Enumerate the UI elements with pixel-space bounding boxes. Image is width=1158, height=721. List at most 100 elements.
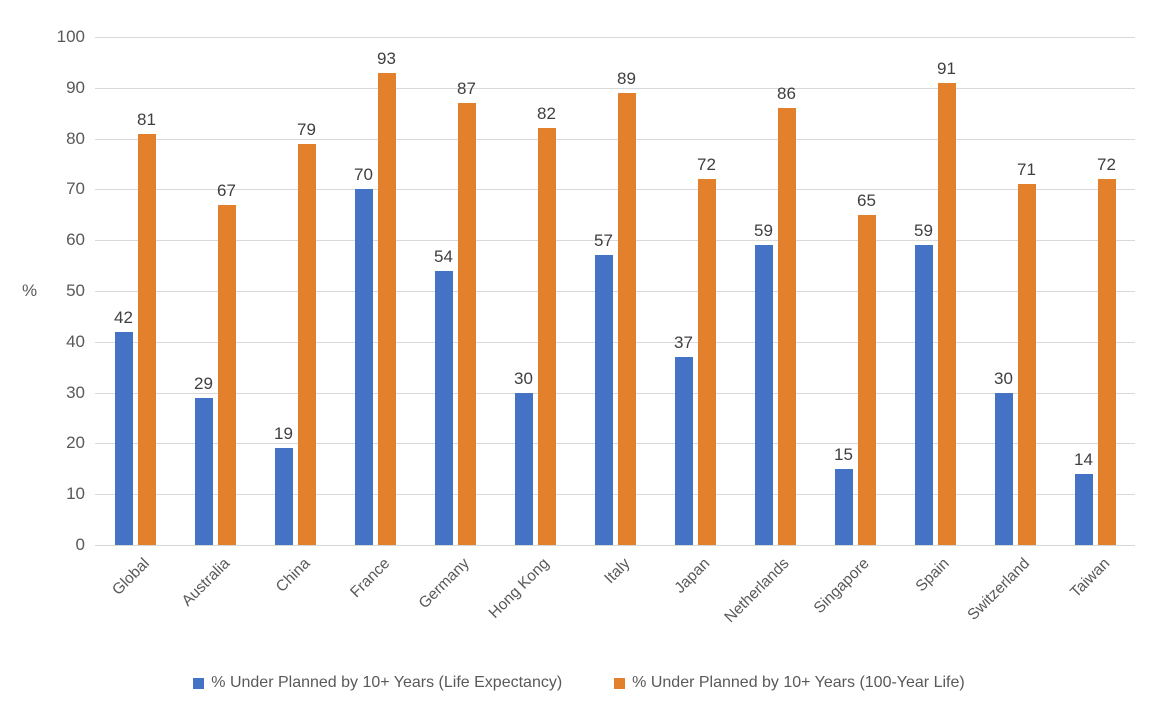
legend: % Under Planned by 10+ Years (Life Expec… <box>0 674 1158 692</box>
bar-life-expectancy <box>994 392 1013 545</box>
bar-data-label: 67 <box>217 180 236 200</box>
bar-data-label: 72 <box>697 155 716 175</box>
bar-data-label: 54 <box>434 246 453 266</box>
bar-group: 30 71 <box>975 37 1055 545</box>
bar-100-year-life <box>377 72 396 545</box>
bar-data-label: 89 <box>617 68 636 88</box>
y-axis-title: % <box>22 281 38 300</box>
bar-life-expectancy <box>594 255 613 545</box>
x-category-label: China <box>272 555 314 596</box>
legend-label: % Under Planned by 10+ Years (100-Year L… <box>632 674 965 691</box>
bar-100-year-life <box>617 92 636 545</box>
x-category-label: Singapore <box>811 555 874 617</box>
bar-100-year-life <box>137 133 156 545</box>
bar-group: 14 72 <box>1055 37 1135 545</box>
bar-life-expectancy <box>914 245 933 545</box>
legend-swatch-icon <box>614 677 626 689</box>
x-category-label: Taiwan <box>1066 555 1114 602</box>
y-tick-label: 60 <box>66 230 85 250</box>
bar-group: 42 81 <box>95 37 175 545</box>
bar-data-label: 30 <box>514 368 533 388</box>
gridline <box>95 291 1135 292</box>
y-tick-label: 40 <box>66 331 85 351</box>
gridline <box>95 37 1135 38</box>
bar-group: 15 65 <box>815 37 895 545</box>
bar-life-expectancy <box>194 397 213 545</box>
y-tick-label: 10 <box>66 484 85 504</box>
y-tick-label: 100 <box>56 27 85 46</box>
bar-data-label: 59 <box>754 221 773 241</box>
gridline <box>95 87 1135 89</box>
bar-group: 54 87 <box>415 37 495 545</box>
bar-life-expectancy <box>114 331 133 545</box>
bar-life-expectancy <box>674 357 693 545</box>
bar-100-year-life <box>697 179 716 545</box>
bar-100-year-life <box>777 108 796 545</box>
gridline <box>95 392 1135 394</box>
bar-group: 70 93 <box>335 37 415 545</box>
bar-data-label: 72 <box>1097 155 1116 175</box>
bar-group: 29 67 <box>175 37 255 545</box>
x-category-label: Spain <box>912 555 954 596</box>
bar-100-year-life <box>1017 184 1036 545</box>
bar-data-label: 37 <box>674 333 693 353</box>
y-tick-label: 90 <box>66 77 85 97</box>
x-category-label: Netherlands <box>721 555 794 627</box>
x-category-label: Australia <box>178 555 234 610</box>
x-category-label: Hong Kong <box>486 555 554 622</box>
bar-group: 59 86 <box>735 37 815 545</box>
y-tick-label: 70 <box>66 179 85 199</box>
gridline <box>95 240 1135 242</box>
legend-item: % Under Planned by 10+ Years (Life Expec… <box>193 674 562 692</box>
bar-100-year-life <box>937 82 956 545</box>
bar-group: 59 91 <box>895 37 975 545</box>
bar-life-expectancy <box>354 189 373 545</box>
y-tick-label: 50 <box>66 281 85 300</box>
legend-item: % Under Planned by 10+ Years (100-Year L… <box>614 674 965 692</box>
bar-data-label: 29 <box>194 373 213 393</box>
plot-area: 42 81 29 67 19 79 70 93 54 87 30 82 57 89 37 72 59 86 15 65… <box>95 37 1135 546</box>
bar-data-label: 79 <box>297 119 316 139</box>
bar-data-label: 65 <box>857 190 876 210</box>
bar-life-expectancy <box>1074 473 1093 545</box>
bar-data-label: 30 <box>994 368 1013 388</box>
bar-life-expectancy <box>434 270 453 545</box>
bar-data-label: 81 <box>137 109 156 129</box>
bar-group: 30 82 <box>495 37 575 545</box>
x-category-label: Italy <box>600 555 634 588</box>
x-category-label: Switzerland <box>964 555 1034 624</box>
x-category-label: Japan <box>671 555 714 597</box>
bar-group: 57 89 <box>575 37 655 545</box>
bar-100-year-life <box>217 204 236 545</box>
bar-100-year-life <box>857 214 876 545</box>
x-category-label: Global <box>109 555 154 599</box>
bar-100-year-life <box>537 128 556 545</box>
bar-data-label: 57 <box>594 231 613 251</box>
gridline <box>95 341 1135 343</box>
bar-life-expectancy <box>514 392 533 545</box>
bar-group: 19 79 <box>255 37 335 545</box>
gridline <box>95 138 1135 140</box>
bar-life-expectancy <box>834 468 853 545</box>
bar-life-expectancy <box>754 245 773 545</box>
bar-data-label: 71 <box>1017 160 1036 180</box>
bar-data-label: 82 <box>537 104 556 124</box>
bar-data-label: 19 <box>274 424 293 444</box>
legend-swatch-icon <box>193 677 205 689</box>
bar-group: 37 72 <box>655 37 735 545</box>
bar-data-label: 59 <box>914 221 933 241</box>
y-tick-label: 80 <box>66 128 85 148</box>
y-tick-label: 20 <box>66 433 85 453</box>
bar-life-expectancy <box>274 448 293 545</box>
x-category-label: Germany <box>415 555 474 613</box>
gridline <box>95 443 1135 445</box>
gridline <box>95 189 1135 191</box>
bar-data-label: 70 <box>354 165 373 185</box>
bar-data-label: 87 <box>457 79 476 99</box>
bar-data-label: 14 <box>1074 449 1093 469</box>
bar-data-label: 93 <box>377 48 396 68</box>
gridline <box>95 494 1135 496</box>
bar-100-year-life <box>1097 179 1116 545</box>
bar-data-label: 15 <box>834 444 853 464</box>
